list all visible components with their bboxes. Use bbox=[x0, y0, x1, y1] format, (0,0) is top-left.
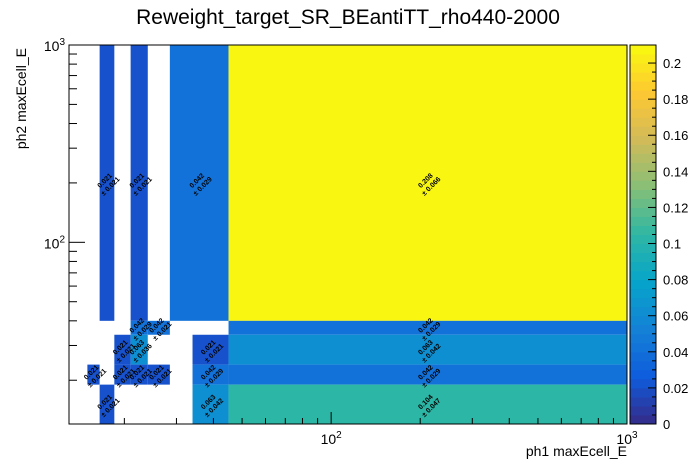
plot-frame bbox=[68, 44, 628, 425]
x-tick-label: 102 bbox=[321, 430, 343, 447]
heatmap-cell bbox=[130, 45, 148, 321]
heatmap-cell bbox=[169, 45, 229, 321]
color-scale-band bbox=[630, 153, 656, 163]
heatmap-cell bbox=[228, 334, 627, 365]
cell-value-label: 0.021± 0.021 bbox=[94, 170, 121, 197]
color-scale-band bbox=[630, 351, 656, 362]
color-scale-band bbox=[630, 90, 656, 100]
color-scale-band bbox=[630, 252, 656, 263]
color-scale-band bbox=[630, 126, 656, 136]
color-scale: 0 0.02 0.04 0.06 0.08 0.1 0.12 0.14 0.16 0.18 0.2 bbox=[629, 44, 688, 432]
color-scale-band bbox=[630, 387, 656, 398]
y-tick-label: 102 bbox=[44, 234, 66, 251]
color-scale-label: 0.06 bbox=[663, 309, 688, 324]
heatmap-cell bbox=[130, 364, 148, 385]
color-scale-band bbox=[630, 360, 656, 371]
color-scale-band bbox=[630, 81, 656, 91]
color-scale-band bbox=[630, 396, 656, 407]
tick-base: 10 bbox=[44, 235, 60, 251]
heatmap-cell bbox=[228, 45, 627, 321]
tick-base: 10 bbox=[321, 431, 337, 447]
color-scale-band bbox=[630, 72, 656, 82]
color-scale-band bbox=[630, 333, 656, 344]
color-scale-band bbox=[630, 216, 656, 226]
chart-title: Reweight_target_SR_BEantiTT_rho440-2000 bbox=[136, 6, 560, 29]
tick-base: 10 bbox=[44, 38, 60, 54]
color-scale-band bbox=[630, 369, 656, 380]
color-scale-band bbox=[630, 288, 656, 299]
heatmap-cell bbox=[147, 364, 170, 385]
color-scale-band bbox=[630, 99, 656, 109]
heatmap-cell bbox=[114, 334, 131, 365]
color-scale-band bbox=[630, 144, 656, 154]
color-scale-band bbox=[630, 270, 656, 281]
color-scale-band bbox=[630, 414, 656, 425]
heatmap-cell bbox=[192, 364, 229, 385]
color-scale-label: 0.2 bbox=[663, 56, 681, 71]
heatmap-cell bbox=[99, 384, 115, 424]
heatmap-cells bbox=[87, 45, 627, 424]
color-scale-band bbox=[630, 324, 656, 335]
color-scale-band bbox=[630, 306, 656, 317]
color-scale-label: 0.12 bbox=[663, 200, 688, 215]
color-scale-label: 0.08 bbox=[663, 273, 688, 288]
color-scale-band bbox=[630, 225, 656, 235]
color-scale-band bbox=[630, 378, 656, 389]
color-scale-band bbox=[630, 189, 656, 199]
color-scale-band bbox=[630, 243, 656, 254]
tick-exponent: 3 bbox=[59, 37, 65, 48]
color-scale-band bbox=[630, 315, 656, 326]
heatmap-cell bbox=[192, 384, 229, 424]
color-scale-band bbox=[630, 117, 656, 127]
color-scale-label: 0.16 bbox=[663, 128, 688, 143]
x-axis-title: ph1 maxEcell_E bbox=[526, 443, 627, 459]
heatmap-cell bbox=[228, 320, 627, 335]
color-scale-band bbox=[630, 207, 656, 217]
color-scale-band bbox=[630, 162, 656, 172]
heatmap-cell bbox=[130, 320, 148, 335]
x-tick-label: 103 bbox=[616, 430, 638, 447]
color-scale-label: 0.18 bbox=[663, 92, 688, 107]
color-scale-band bbox=[630, 198, 656, 208]
tick-exponent: 2 bbox=[59, 234, 65, 245]
color-scale-band bbox=[630, 171, 656, 181]
color-scale-band bbox=[630, 63, 656, 73]
color-scale-band bbox=[630, 297, 656, 308]
color-scale-band bbox=[630, 261, 656, 272]
heatmap-cell bbox=[192, 334, 229, 365]
color-scale-band bbox=[630, 108, 656, 118]
cell-value-label: 0.021± 0.021 bbox=[94, 392, 121, 419]
color-scale-band bbox=[630, 234, 656, 245]
heatmap-cell bbox=[114, 364, 131, 385]
y-tick-label: 103 bbox=[44, 37, 66, 54]
color-scale-label: 0.14 bbox=[663, 164, 688, 179]
color-scale-band bbox=[630, 342, 656, 353]
color-scale-band bbox=[630, 180, 656, 190]
heatmap-cell bbox=[99, 45, 115, 321]
color-scale-band bbox=[630, 54, 656, 64]
color-scale-band bbox=[630, 45, 656, 55]
color-scale-label: 0.02 bbox=[663, 381, 688, 396]
color-scale-band bbox=[630, 279, 656, 290]
heatmap-cell bbox=[87, 364, 100, 385]
color-scale-label: 0 bbox=[663, 417, 670, 432]
tick-exponent: 2 bbox=[336, 430, 342, 441]
y-axis-title: ph2 maxEcell_E bbox=[13, 48, 29, 149]
heatmap-cell bbox=[147, 320, 170, 335]
color-scale-label: 0.04 bbox=[663, 345, 688, 360]
color-scale-label: 0.1 bbox=[663, 237, 681, 252]
heatmap-cell bbox=[228, 384, 627, 424]
color-scale-band bbox=[630, 405, 656, 416]
heatmap-cell bbox=[228, 364, 627, 385]
tick-base: 10 bbox=[616, 431, 632, 447]
color-scale-band bbox=[630, 135, 656, 145]
heatmap-cell bbox=[130, 334, 148, 365]
tick-exponent: 3 bbox=[632, 430, 638, 441]
